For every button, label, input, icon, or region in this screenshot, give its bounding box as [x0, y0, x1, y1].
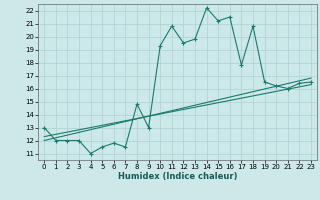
X-axis label: Humidex (Indice chaleur): Humidex (Indice chaleur) [118, 172, 237, 181]
